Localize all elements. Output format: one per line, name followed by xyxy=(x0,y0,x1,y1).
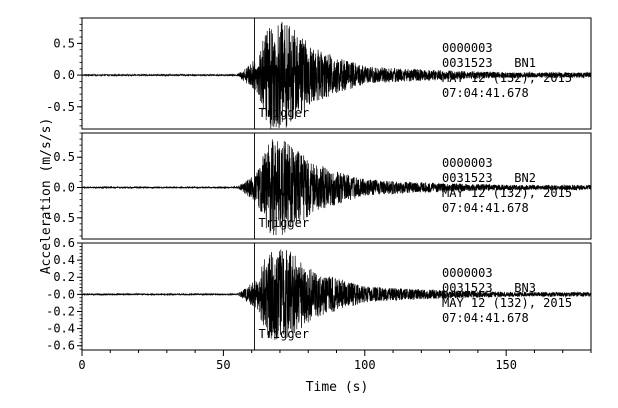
trigger-label: Trigger xyxy=(258,106,309,120)
waveform-bn2 xyxy=(81,139,592,236)
x-tick-label: 100 xyxy=(354,358,376,372)
info-line: 0031523 BN2 xyxy=(442,171,536,185)
info-line: MAY 12 (132), 2015 xyxy=(442,186,572,200)
y-tick-label: 0.2 xyxy=(53,270,75,284)
info-line: 0031523 BN3 xyxy=(442,281,536,295)
y-tick-label: -0.5 xyxy=(46,100,75,114)
y-tick-label: -0.5 xyxy=(46,211,75,225)
waveform-bn1 xyxy=(81,21,592,129)
trigger-label: Trigger xyxy=(258,216,309,230)
y-tick-label: 0.4 xyxy=(53,253,75,267)
trigger-label: Trigger xyxy=(258,327,309,341)
info-line: 07:04:41.678 xyxy=(442,311,529,325)
x-tick-label: 150 xyxy=(495,358,517,372)
x-axis: 0 50 100 150 xyxy=(78,350,592,372)
y-axis-label: Acceleration (m/s/s) xyxy=(39,118,54,275)
y-tick-label: -0.0 xyxy=(46,287,75,301)
x-tick-label: 0 xyxy=(78,358,85,372)
y-tick-label: 0.5 xyxy=(53,150,75,164)
y-tick-label: 0.0 xyxy=(53,68,75,82)
info-line: 07:04:41.678 xyxy=(442,86,529,100)
waveform-bn3 xyxy=(81,249,592,340)
y-tick-label: 0.0 xyxy=(53,181,75,195)
y-tick-label: 0.6 xyxy=(53,236,75,250)
info-line: 07:04:41.678 xyxy=(442,201,529,215)
info-line: 0031523 BN1 xyxy=(442,56,536,70)
y-tick-label: -0.4 xyxy=(46,322,75,336)
panel-bn3: -0.6-0.4-0.2-0.00.20.40.6Trigger00000030… xyxy=(46,236,592,353)
x-tick-label: 50 xyxy=(216,358,230,372)
info-line: MAY 12 (132), 2015 xyxy=(442,296,572,310)
info-line: 0000003 xyxy=(442,41,493,55)
y-tick-label: -0.6 xyxy=(46,339,75,353)
y-tick-label: -0.2 xyxy=(46,304,75,318)
x-axis-label: Time (s) xyxy=(306,380,369,395)
y-tick-label: 0.5 xyxy=(53,36,75,50)
info-line: MAY 12 (132), 2015 xyxy=(442,71,572,85)
info-line: 0000003 xyxy=(442,156,493,170)
info-line: 0000003 xyxy=(442,266,493,280)
